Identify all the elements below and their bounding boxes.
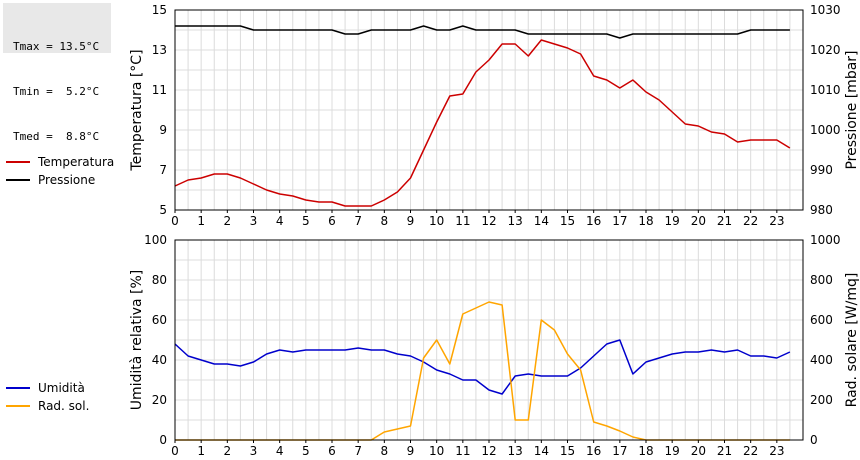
x-tick-label: 22: [743, 214, 758, 228]
x-tick-label: 14: [534, 444, 549, 458]
x-tick-label: 0: [171, 214, 179, 228]
x-tick-label: 16: [586, 444, 601, 458]
x-tick-label: 11: [455, 444, 470, 458]
y-left-tick-label: 80: [152, 273, 167, 287]
legend-label: Umidità: [38, 381, 85, 395]
x-tick-label: 19: [665, 444, 680, 458]
x-tick-label: 23: [769, 214, 784, 228]
x-tick-label: 18: [638, 444, 653, 458]
x-tick-label: 21: [717, 214, 732, 228]
y-right-tick-label: 400: [810, 353, 833, 367]
series-line-rad-sol-: [175, 301, 790, 441]
y-left-tick-label: 40: [152, 353, 167, 367]
x-tick-label: 22: [743, 444, 758, 458]
y-left-tick-label: 5: [159, 203, 167, 217]
x-tick-label: 0: [171, 444, 179, 458]
series-line-pressione: [175, 25, 790, 39]
x-tick-label: 9: [407, 214, 415, 228]
y-left-tick-label: 100: [144, 233, 167, 247]
legend-label: Temperatura: [37, 155, 114, 169]
y-right-tick-label: 0: [810, 433, 818, 447]
y-right-tick-label: 1020: [810, 43, 841, 57]
legend-label: Rad. sol.: [38, 399, 89, 413]
x-tick-label: 13: [508, 444, 523, 458]
y-right-tick-label: 800: [810, 273, 833, 287]
series-line-umidit-: [174, 339, 791, 395]
legend-label: Pressione: [38, 173, 95, 187]
x-tick-label: 4: [276, 444, 284, 458]
x-tick-label: 9: [407, 444, 415, 458]
x-tick-label: 16: [586, 214, 601, 228]
y-right-tick-label: 200: [810, 393, 833, 407]
y-right-axis-label: Pressione [mbar]: [844, 50, 860, 169]
x-tick-label: 17: [612, 444, 627, 458]
y-left-axis-label: Umidità relativa [%]: [129, 270, 145, 411]
y-right-tick-label: 990: [810, 163, 833, 177]
x-tick-label: 19: [665, 214, 680, 228]
y-left-tick-label: 11: [152, 83, 167, 97]
x-tick-label: 23: [769, 444, 784, 458]
x-tick-label: 3: [250, 444, 258, 458]
y-left-tick-label: 7: [159, 163, 167, 177]
y-left-tick-label: 60: [152, 313, 167, 327]
y-left-tick-label: 15: [152, 3, 167, 17]
y-right-tick-label: 1010: [810, 83, 841, 97]
y-right-tick-label: 980: [810, 203, 833, 217]
x-tick-label: 20: [691, 444, 706, 458]
y-left-axis-label: Temperatura [°C]: [129, 49, 145, 171]
x-tick-label: 7: [354, 214, 362, 228]
x-tick-label: 6: [328, 444, 336, 458]
x-tick-label: 10: [429, 214, 444, 228]
x-tick-label: 13: [508, 214, 523, 228]
x-tick-label: 2: [224, 214, 232, 228]
x-tick-label: 18: [638, 214, 653, 228]
x-tick-label: 14: [534, 214, 549, 228]
x-tick-label: 5: [302, 444, 310, 458]
y-left-tick-label: 9: [159, 123, 167, 137]
y-right-tick-label: 1000: [810, 233, 841, 247]
x-tick-label: 15: [560, 444, 575, 458]
x-tick-label: 8: [381, 444, 389, 458]
x-tick-label: 12: [481, 214, 496, 228]
x-tick-label: 12: [481, 444, 496, 458]
y-right-tick-label: 1000: [810, 123, 841, 137]
x-tick-label: 3: [250, 214, 258, 228]
stats-box: Tmax = 13.5°C Tmin = 5.2°C Tmed = 8.8°C: [3, 3, 111, 143]
y-left-tick-label: 20: [152, 393, 167, 407]
series-line-temperatura: [174, 39, 791, 207]
x-tick-label: 4: [276, 214, 284, 228]
x-tick-label: 17: [612, 214, 627, 228]
y-left-tick-label: 0: [159, 433, 167, 447]
x-tick-label: 6: [328, 214, 336, 228]
tmin-text: Tmin = 5.2°C: [13, 85, 100, 98]
x-tick-label: 20: [691, 214, 706, 228]
x-tick-label: 15: [560, 214, 575, 228]
x-tick-label: 5: [302, 214, 310, 228]
x-tick-label: 10: [429, 444, 444, 458]
tmax-text: Tmax = 13.5°C: [13, 40, 100, 53]
x-tick-label: 11: [455, 214, 470, 228]
x-tick-label: 8: [381, 214, 389, 228]
y-right-axis-label: Rad. solare [W/mq]: [844, 273, 860, 408]
x-tick-label: 7: [354, 444, 362, 458]
tmed-text: Tmed = 8.8°C: [13, 130, 100, 143]
x-tick-label: 21: [717, 444, 732, 458]
x-tick-label: 2: [224, 444, 232, 458]
x-tick-label: 1: [197, 444, 205, 458]
y-right-tick-label: 1030: [810, 3, 841, 17]
y-left-tick-label: 13: [152, 43, 167, 57]
x-tick-label: 1: [197, 214, 205, 228]
y-right-tick-label: 600: [810, 313, 833, 327]
